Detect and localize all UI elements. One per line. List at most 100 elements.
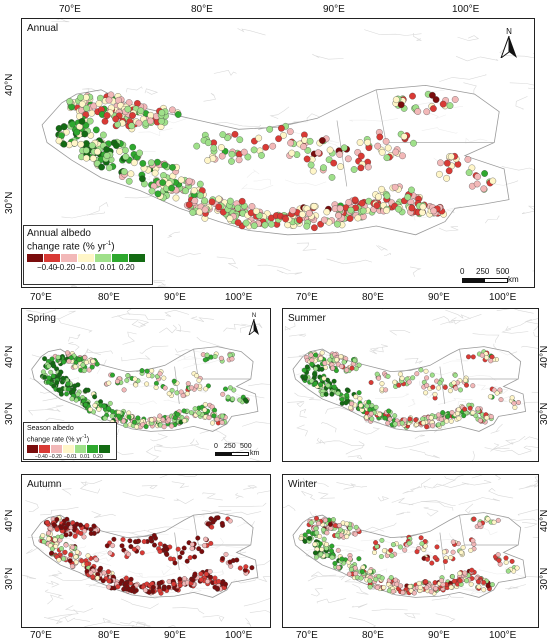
glacier-point <box>61 359 67 365</box>
glacier-point <box>169 106 176 114</box>
glacier-point <box>312 381 318 387</box>
terrain-line <box>438 226 459 232</box>
glacier-point <box>61 556 67 562</box>
glacier-point <box>229 356 235 362</box>
legend-swatch <box>44 254 61 263</box>
glacier-point <box>120 168 128 176</box>
glacier-point <box>329 554 335 560</box>
glacier-point <box>476 584 482 590</box>
glacier-point <box>321 536 327 542</box>
glacier-point <box>464 578 470 584</box>
glacier-point <box>304 364 310 370</box>
scale-season-graphic <box>215 452 249 456</box>
glacier-point <box>81 130 89 138</box>
north-arrow-small-icon <box>248 318 259 337</box>
terrain-line <box>391 497 414 506</box>
glacier-point <box>179 550 185 556</box>
glacier-point <box>227 385 233 391</box>
glacier-point <box>63 542 69 548</box>
glacier-point <box>112 142 120 149</box>
glacier-point <box>172 415 178 421</box>
terrain-line <box>499 47 534 59</box>
terrain-line <box>505 439 516 445</box>
lon-tick-final-90: 90°E <box>164 630 186 641</box>
glacier-point <box>382 138 390 145</box>
glacier-point <box>126 414 132 420</box>
glacier-point <box>509 395 515 401</box>
glacier-point <box>152 542 157 548</box>
terrain-line <box>372 347 384 353</box>
glacier-point <box>303 222 311 230</box>
glacier-point <box>458 549 464 555</box>
glacier-point <box>511 400 517 406</box>
lon-tick-final-100: 100°E <box>225 630 253 641</box>
glacier-point <box>471 516 477 522</box>
terrain-line <box>61 211 106 219</box>
glacier-point <box>219 413 225 419</box>
terrain-line <box>296 424 308 437</box>
glacier-point <box>101 403 107 409</box>
glacier-point <box>174 111 182 118</box>
legend-swatch <box>112 254 129 263</box>
glacier-point <box>368 380 374 385</box>
glacier-point <box>71 139 79 147</box>
glacier-point <box>430 105 437 112</box>
glacier-point <box>132 376 138 382</box>
lon-tick-top-70: 70°E <box>59 4 81 15</box>
glacier-point <box>413 417 419 423</box>
glacier-point <box>50 373 56 379</box>
glacier-point <box>84 523 90 528</box>
glacier-point <box>139 175 146 183</box>
glacier-point <box>333 368 339 374</box>
glacier-point <box>89 364 95 370</box>
glacier-point <box>189 385 195 391</box>
glacier-point <box>423 108 431 116</box>
glacier-point <box>177 176 185 184</box>
glacier-point <box>481 580 487 585</box>
glacier-point <box>320 527 326 533</box>
glacier-point <box>509 558 515 564</box>
glacier-point <box>312 371 317 377</box>
terrain-line <box>432 316 454 324</box>
glacier-point <box>334 220 341 228</box>
terrain-line <box>420 501 454 511</box>
glacier-point <box>379 381 385 387</box>
glacier-point <box>244 153 252 161</box>
glacier-point <box>129 588 135 594</box>
terrain-line <box>257 264 291 272</box>
glacier-point <box>353 394 359 400</box>
glacier-point <box>473 180 481 188</box>
terrain-line <box>126 309 132 315</box>
glacier-point <box>63 532 69 538</box>
terrain-line <box>410 478 431 490</box>
glacier-point <box>196 180 204 188</box>
glacier-point <box>359 207 367 215</box>
glacier-point <box>161 586 167 592</box>
glacier-point <box>215 195 223 203</box>
glacier-point <box>88 570 94 576</box>
terrain-line <box>396 511 411 516</box>
glacier-point <box>357 396 363 402</box>
terrain-line <box>523 445 538 451</box>
glacier-point <box>54 516 60 522</box>
legend-season-label-4: 0.20 <box>93 454 103 461</box>
panel-title-autumn: Autumn <box>27 479 62 490</box>
glacier-point <box>334 357 340 363</box>
north-arrow-icon <box>499 35 517 60</box>
glacier-point <box>451 380 457 386</box>
glacier-point <box>52 537 58 543</box>
terrain-line <box>536 411 538 413</box>
glacier-point <box>88 109 96 117</box>
glacier-point <box>212 354 218 359</box>
legend-swatch <box>129 254 146 263</box>
glacier-point <box>193 142 201 150</box>
glacier-point <box>40 369 46 375</box>
terrain-line <box>366 309 384 310</box>
glacier-point <box>237 565 243 571</box>
glacier-point <box>166 391 172 397</box>
glacier-point <box>78 100 86 108</box>
legend-annual-title-line1: Annual albedo <box>27 228 91 239</box>
glacier-point <box>128 576 134 582</box>
glacier-point <box>376 133 384 141</box>
terrain-line <box>45 417 65 422</box>
